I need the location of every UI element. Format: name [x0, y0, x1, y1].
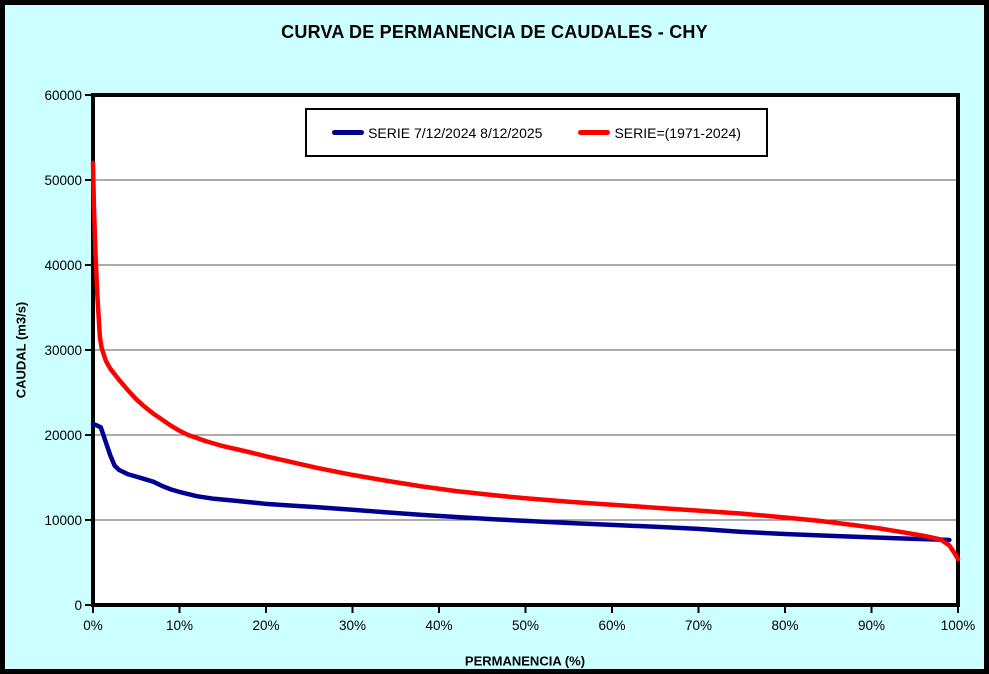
- legend-label: SERIE 7/12/2024 8/12/2025: [368, 124, 543, 141]
- legend: SERIE 7/12/2024 8/12/2025 SERIE=(1971-20…: [305, 108, 768, 157]
- legend-label: SERIE=(1971-2024): [614, 124, 741, 141]
- blue-line-swatch: [332, 130, 365, 135]
- x-tick-label: 80%: [771, 618, 798, 633]
- y-axis-title: CAUDAL (m3/s): [13, 301, 29, 399]
- y-tick-label: 20000: [44, 428, 82, 443]
- legend-item-serie-1971-2024: SERIE=(1971-2024): [578, 124, 741, 141]
- y-tick-label: 10000: [44, 513, 82, 528]
- x-axis-title: PERMANENCIA (%): [464, 653, 586, 669]
- x-tick-label: 100%: [941, 618, 976, 633]
- y-tick-label: 0: [74, 598, 82, 613]
- y-tick-label: 50000: [44, 173, 82, 188]
- x-tick-label: 90%: [858, 618, 885, 633]
- red-line-swatch: [578, 130, 611, 135]
- x-tick-label: 20%: [252, 618, 279, 633]
- legend-item-serie-2024-2025: SERIE 7/12/2024 8/12/2025: [332, 125, 542, 141]
- x-tick-label: 40%: [425, 618, 452, 633]
- x-tick-label: 30%: [339, 618, 366, 633]
- y-tick-label: 40000: [44, 258, 82, 273]
- x-tick-label: 70%: [685, 618, 712, 633]
- x-tick-label: 0%: [83, 618, 103, 633]
- x-tick-label: 50%: [512, 618, 539, 633]
- y-tick-label: 30000: [44, 343, 82, 358]
- x-tick-label: 10%: [166, 618, 193, 633]
- series-curve-1: [90, 160, 961, 562]
- x-tick-label: 60%: [598, 618, 625, 633]
- y-tick-label: 60000: [44, 88, 82, 103]
- chart-title: CURVA DE PERMANENCIA DE CAUDALES - CHY: [281, 22, 708, 42]
- plot-area: 0 10000 20000 30000 40000 50000 60000 0% 10% 20% 3…: [44, 88, 976, 633]
- series-curve-0: [90, 421, 952, 543]
